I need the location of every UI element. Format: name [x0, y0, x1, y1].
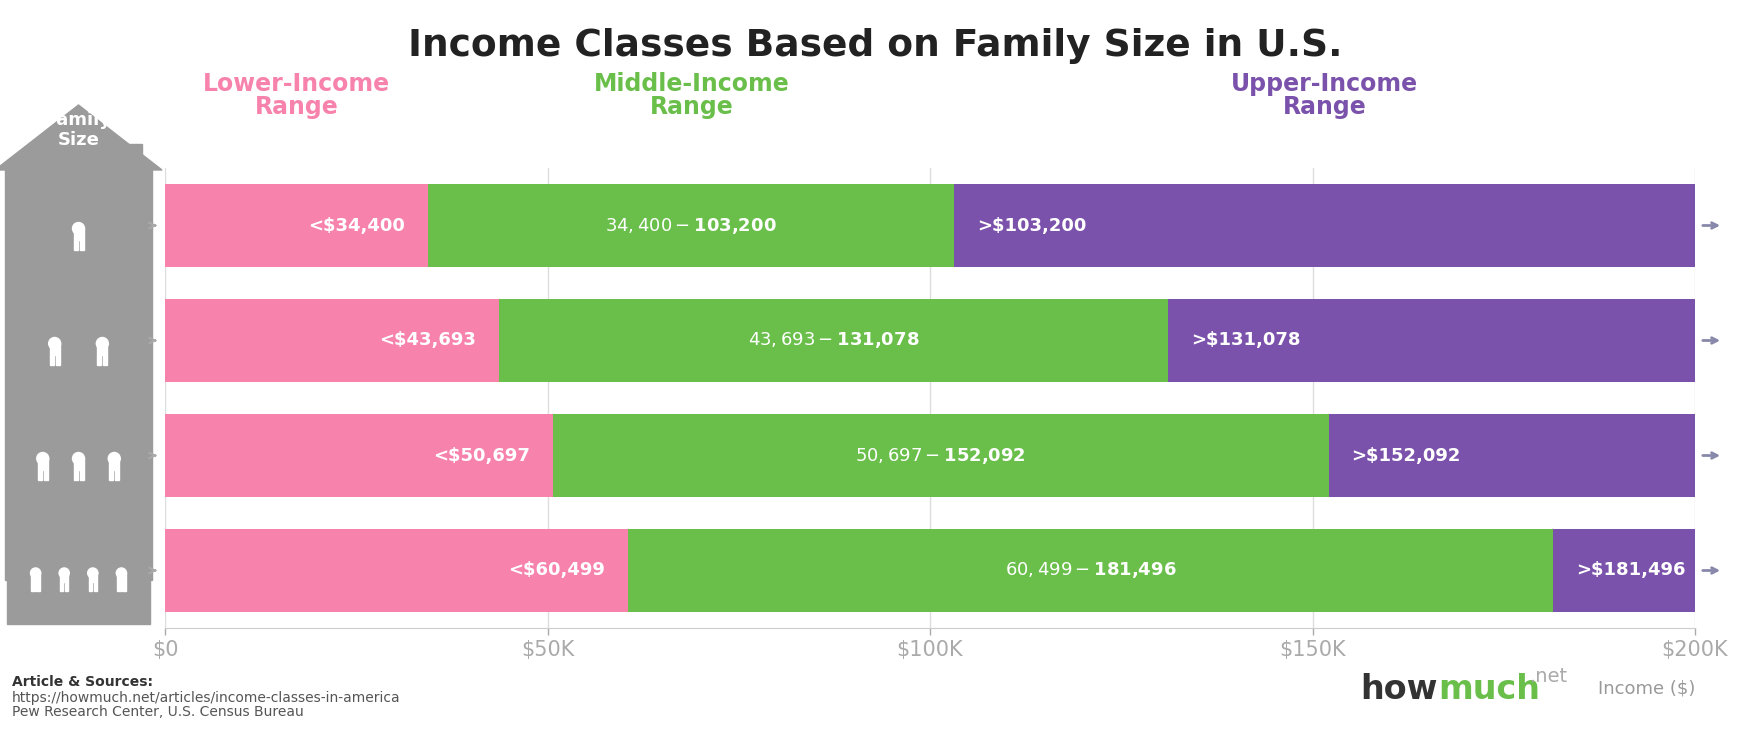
Bar [1554, 529, 1696, 612]
Circle shape [72, 452, 84, 465]
Text: Income Classes Based on Family Size in U.S.: Income Classes Based on Family Size in U… [408, 28, 1342, 64]
Bar [108, 470, 114, 479]
Bar [124, 144, 142, 166]
Bar [65, 583, 68, 591]
Bar [37, 583, 40, 591]
Bar [116, 470, 119, 479]
Circle shape [116, 568, 126, 578]
Bar [56, 355, 60, 364]
Bar [89, 583, 93, 591]
Bar [164, 414, 553, 497]
Text: >$131,078: >$131,078 [1190, 331, 1300, 350]
Bar [5, 170, 152, 580]
Bar [7, 402, 150, 509]
Text: Article & Sources:: Article & Sources: [12, 675, 152, 689]
Text: Upper-Income: Upper-Income [1232, 72, 1418, 96]
Bar [7, 287, 150, 394]
Bar [164, 184, 429, 267]
Text: <$43,693: <$43,693 [380, 331, 476, 350]
Text: Lower-Income: Lower-Income [203, 72, 390, 96]
Text: Range: Range [1283, 95, 1367, 119]
Circle shape [30, 568, 40, 578]
Text: >$181,496: >$181,496 [1577, 561, 1685, 580]
Text: $50,697 - $152,092: $50,697 - $152,092 [856, 446, 1026, 465]
Text: $60,499 - $181,496: $60,499 - $181,496 [1004, 561, 1176, 581]
Bar [7, 172, 150, 279]
Bar [7, 517, 150, 624]
Text: https://howmuch.net/articles/income-classes-in-america: https://howmuch.net/articles/income-clas… [12, 691, 401, 705]
Text: <$50,697: <$50,697 [432, 446, 530, 465]
Text: much: much [1438, 673, 1540, 706]
Text: Range: Range [649, 95, 733, 119]
Bar [117, 583, 121, 591]
Bar [1328, 414, 1696, 497]
Bar [499, 299, 1167, 382]
Bar [79, 470, 84, 479]
Text: $43,693 - $131,078: $43,693 - $131,078 [747, 331, 919, 350]
Bar [553, 414, 1328, 497]
Bar [74, 227, 84, 240]
Circle shape [60, 568, 70, 578]
Circle shape [96, 337, 108, 350]
Bar [98, 342, 107, 355]
Bar [108, 457, 119, 470]
Circle shape [37, 452, 49, 465]
Text: Middle-Income: Middle-Income [593, 72, 789, 96]
Bar [164, 529, 628, 612]
Bar [628, 529, 1554, 612]
Bar [74, 457, 84, 470]
Text: Family
Size: Family Size [46, 111, 112, 150]
Text: $34,400 - $103,200: $34,400 - $103,200 [606, 216, 777, 235]
Bar [38, 457, 47, 470]
Bar [954, 184, 1696, 267]
Circle shape [108, 452, 121, 465]
Bar [79, 240, 84, 249]
Bar [164, 299, 499, 382]
Text: Range: Range [255, 95, 338, 119]
Bar [94, 583, 96, 591]
Bar [98, 355, 102, 364]
Text: >$152,092: >$152,092 [1351, 446, 1461, 465]
Bar [31, 572, 40, 583]
Bar [74, 470, 77, 479]
Text: <$34,400: <$34,400 [308, 216, 406, 235]
Bar [74, 240, 77, 249]
Text: >$103,200: >$103,200 [978, 216, 1087, 235]
Bar [89, 572, 96, 583]
Bar [1167, 299, 1696, 382]
Text: Income ($): Income ($) [1598, 679, 1696, 698]
Circle shape [49, 337, 61, 350]
Circle shape [88, 568, 98, 578]
Text: .net: .net [1530, 667, 1568, 686]
Bar [44, 470, 47, 479]
Bar [60, 583, 63, 591]
Bar [103, 355, 107, 364]
Bar [123, 583, 126, 591]
Bar [31, 583, 35, 591]
Text: <$60,499: <$60,499 [507, 561, 605, 580]
Bar [49, 342, 60, 355]
Bar [429, 184, 954, 267]
Polygon shape [0, 105, 163, 170]
Text: how: how [1360, 673, 1437, 706]
Text: Pew Research Center, U.S. Census Bureau: Pew Research Center, U.S. Census Bureau [12, 705, 304, 719]
Bar [38, 470, 42, 479]
Circle shape [72, 223, 84, 235]
Bar [49, 355, 54, 364]
Bar [60, 572, 68, 583]
Bar [117, 572, 126, 583]
